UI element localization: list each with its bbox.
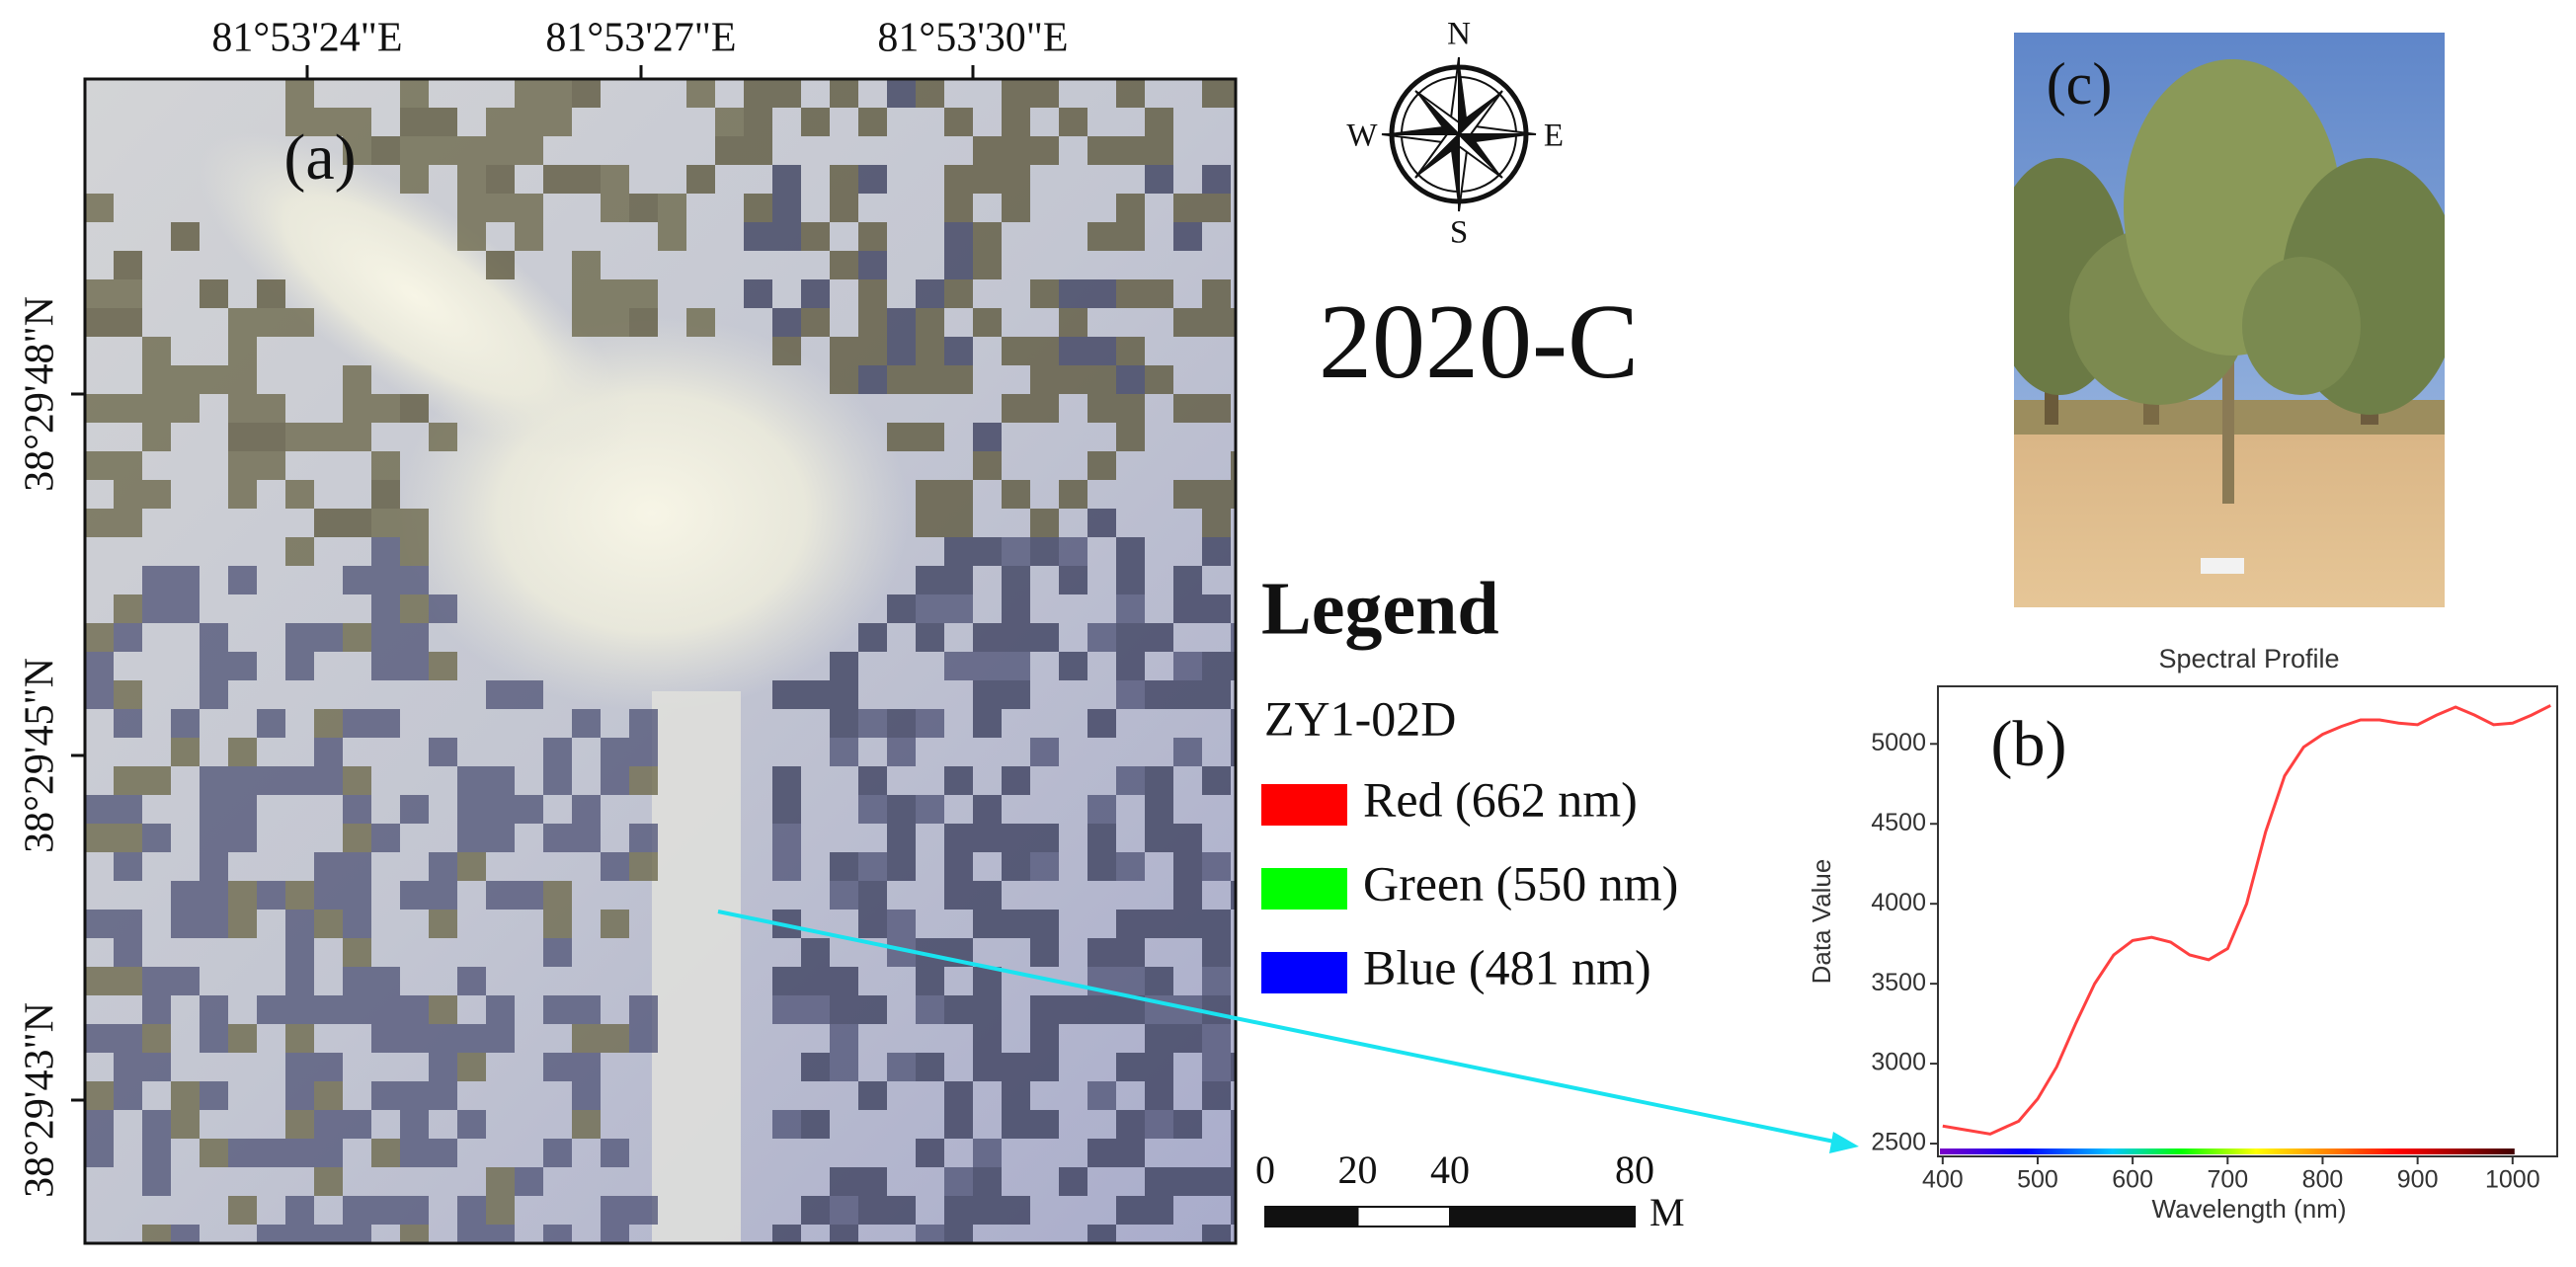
legend-label: Blue (481 nm) — [1363, 939, 1651, 994]
chart-title: Spectral Profile — [2158, 644, 2339, 673]
map-texture — [85, 79, 744, 1243]
plot-area — [1937, 685, 2558, 1157]
panel-label: (c) — [2047, 51, 2113, 117]
scale-label: 0 — [1255, 1148, 1275, 1192]
legend-label: Red (662 nm) — [1363, 771, 1638, 827]
x-tick-label: 600 — [2112, 1166, 2153, 1194]
y-tick-label: 3500 — [1871, 969, 1926, 996]
scale-unit: M — [1650, 1190, 1685, 1234]
scale-segment — [1264, 1206, 1359, 1227]
y-axis-label: Data Value — [1807, 859, 1836, 985]
x-tick-label: 400 — [1922, 1166, 1964, 1194]
panel-label: (b) — [1991, 708, 2067, 780]
compass-east: E — [1544, 119, 1564, 154]
scale-segment — [1356, 1206, 1451, 1227]
scale-label: 80 — [1615, 1148, 1654, 1192]
spectral-line — [1942, 704, 2551, 1136]
x-tick-label: 700 — [2207, 1166, 2248, 1194]
scale-label: 40 — [1430, 1148, 1470, 1192]
map-title: 2020-C — [1319, 283, 1639, 401]
longitude-label: 81°53'24"E — [211, 16, 402, 61]
legend-sensor: ZY1-02D — [1264, 690, 1456, 746]
legend-swatch — [1261, 868, 1347, 910]
latitude-label: 38°29'48"N — [18, 296, 63, 492]
bright-area — [198, 131, 632, 461]
latitude-label: 38°29'43"N — [18, 1002, 63, 1198]
latitude-label: 38°29'45"N — [18, 658, 63, 853]
map-texture — [85, 79, 1236, 537]
photo — [2014, 33, 2445, 607]
compass-north: N — [1447, 17, 1471, 52]
arrow-head — [1829, 1132, 1859, 1153]
scale-label: 20 — [1338, 1148, 1378, 1192]
y-tick-label: 4000 — [1871, 889, 1926, 916]
y-tick-label: 2500 — [1871, 1129, 1926, 1156]
y-tick-label: 3000 — [1871, 1049, 1926, 1076]
x-tick-label: 900 — [2397, 1166, 2439, 1194]
compass-west: W — [1346, 119, 1378, 154]
panel-label: (a) — [283, 121, 356, 194]
y-tick-label: 5000 — [1871, 729, 1926, 756]
legend-title: Legend — [1261, 567, 1499, 650]
longitude-label: 81°53'30"E — [877, 16, 1068, 61]
legend-swatch — [1261, 784, 1347, 826]
spectral-chart: Spectral Profile Wavelength (nm) Data Va… — [1807, 644, 2558, 1224]
compass-south: S — [1450, 215, 1468, 251]
map-image — [85, 79, 1236, 1243]
y-tick-label: 4500 — [1871, 809, 1926, 836]
scale-segment — [1449, 1206, 1636, 1227]
x-axis-label: Wavelength (nm) — [2152, 1194, 2347, 1224]
x-tick-label: 500 — [2017, 1166, 2058, 1194]
legend-label: Green (550 nm) — [1363, 855, 1678, 911]
compass — [1381, 56, 1537, 212]
scale-bar: 0 20 40 80M — [1255, 1148, 1685, 1234]
x-tick-label: 800 — [2302, 1166, 2344, 1194]
map-texture — [744, 79, 1236, 1243]
arrow — [717, 910, 1840, 1145]
map-texture — [85, 537, 1236, 1243]
spectrum-strip — [1940, 1148, 2515, 1154]
x-tick-label: 1000 — [2485, 1166, 2540, 1194]
longitude-label: 81°53'27"E — [545, 16, 736, 61]
legend-swatch — [1261, 952, 1347, 993]
map-frame — [83, 77, 1238, 1245]
legend: Red (662 nm) Green (550 nm) Blue (481 nm) — [1261, 771, 1678, 994]
bright-strip — [652, 691, 741, 1243]
